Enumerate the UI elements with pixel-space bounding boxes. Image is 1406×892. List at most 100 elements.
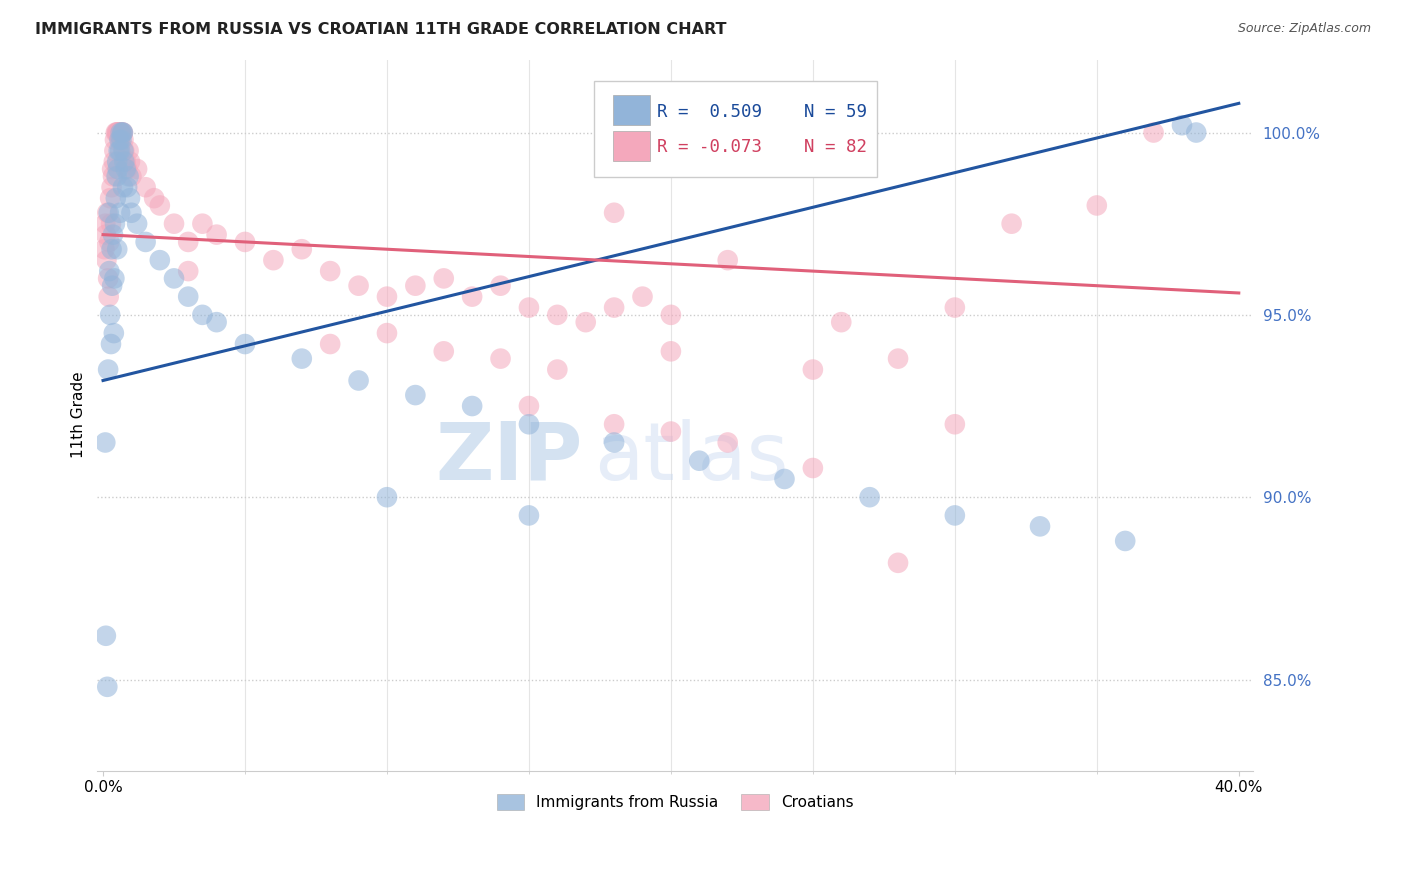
Point <box>773 472 796 486</box>
Point <box>98 191 121 205</box>
Point <box>110 133 132 147</box>
Point <box>1029 519 1052 533</box>
Point <box>111 126 134 140</box>
Point <box>1185 126 1208 140</box>
Text: Source: ZipAtlas.com: Source: ZipAtlas.com <box>1237 22 1371 36</box>
Point <box>163 217 186 231</box>
Point <box>110 126 132 140</box>
Point <box>603 206 626 220</box>
Point <box>107 126 129 140</box>
Point <box>94 217 117 231</box>
Point <box>101 169 124 184</box>
Point <box>98 264 121 278</box>
Point <box>177 235 200 249</box>
Point <box>1114 533 1136 548</box>
Point <box>107 144 129 158</box>
Point <box>112 154 135 169</box>
Point <box>97 362 120 376</box>
Point <box>177 264 200 278</box>
Point <box>112 144 135 158</box>
Point <box>94 227 117 242</box>
Point <box>801 461 824 475</box>
Point <box>100 217 122 231</box>
Point <box>603 435 626 450</box>
Point <box>517 399 540 413</box>
Point <box>114 161 136 176</box>
Point <box>110 126 132 140</box>
Point <box>461 290 484 304</box>
Point <box>104 133 127 147</box>
Text: R = -0.073    N = 82: R = -0.073 N = 82 <box>657 138 866 156</box>
Point <box>1001 217 1024 231</box>
Point <box>105 126 128 140</box>
Point <box>433 271 456 285</box>
Point <box>96 206 118 220</box>
Point <box>103 154 125 169</box>
Point <box>688 454 710 468</box>
Point <box>659 308 682 322</box>
FancyBboxPatch shape <box>595 81 877 177</box>
Point <box>101 227 124 242</box>
Point <box>118 191 141 205</box>
Point <box>717 435 740 450</box>
Point <box>659 344 682 359</box>
Point <box>96 253 118 268</box>
Point <box>101 161 124 176</box>
Point <box>233 337 256 351</box>
Point <box>943 417 966 432</box>
Point <box>717 253 740 268</box>
Point <box>603 301 626 315</box>
Point <box>887 556 910 570</box>
Point <box>1171 118 1194 132</box>
Point <box>631 290 654 304</box>
Point <box>108 133 131 147</box>
Point <box>887 351 910 366</box>
Y-axis label: 11th Grade: 11th Grade <box>72 372 86 458</box>
Point <box>111 126 134 140</box>
Point <box>347 278 370 293</box>
Point <box>97 206 120 220</box>
Point <box>517 417 540 432</box>
Point <box>108 133 131 147</box>
Point <box>111 126 134 140</box>
Point <box>105 154 128 169</box>
Point <box>105 169 128 184</box>
Point <box>191 217 214 231</box>
Point <box>127 161 149 176</box>
Point <box>143 191 166 205</box>
Point <box>98 308 121 322</box>
Point <box>375 326 398 340</box>
Point <box>108 144 131 158</box>
Point <box>575 315 598 329</box>
Point <box>94 435 117 450</box>
Point <box>112 144 135 158</box>
Point <box>546 362 568 376</box>
Point <box>163 271 186 285</box>
Point <box>127 217 149 231</box>
Point <box>489 351 512 366</box>
Point <box>112 133 135 147</box>
Point <box>105 126 128 140</box>
Point <box>104 191 127 205</box>
Point <box>104 217 127 231</box>
FancyBboxPatch shape <box>613 95 650 125</box>
Point <box>105 242 128 256</box>
Point <box>108 206 131 220</box>
Point <box>103 271 125 285</box>
Point <box>830 315 852 329</box>
Point <box>110 126 132 140</box>
Text: ZIP: ZIP <box>436 419 582 497</box>
Point <box>1085 198 1108 212</box>
Point <box>489 278 512 293</box>
Point <box>233 235 256 249</box>
Point <box>120 206 142 220</box>
Point <box>135 235 157 249</box>
Point <box>111 126 134 140</box>
Point <box>103 326 125 340</box>
Text: IMMIGRANTS FROM RUSSIA VS CROATIAN 11TH GRADE CORRELATION CHART: IMMIGRANTS FROM RUSSIA VS CROATIAN 11TH … <box>35 22 727 37</box>
Point <box>262 253 284 268</box>
Point <box>1142 126 1164 140</box>
Point <box>111 180 134 194</box>
Point <box>375 290 398 304</box>
Point <box>347 374 370 388</box>
